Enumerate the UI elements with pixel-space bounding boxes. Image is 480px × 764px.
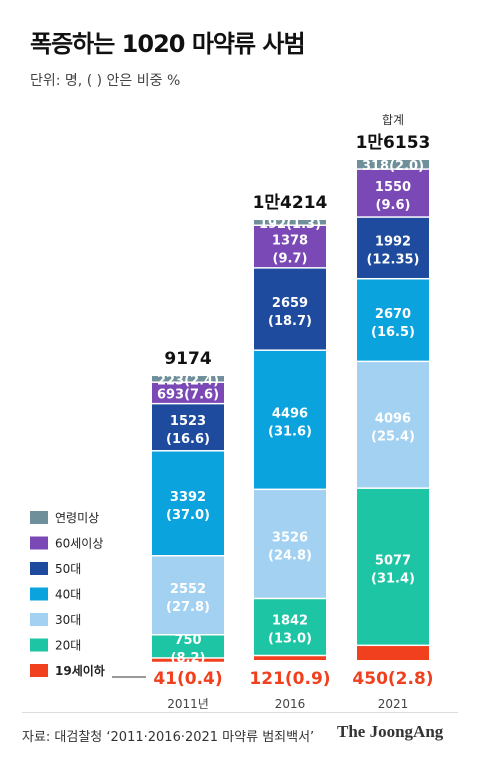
bar-segment-40대-2011년	[152, 451, 224, 556]
bar-segment-60세이상-2016	[254, 225, 326, 268]
legend-label-연령미상: 연령미상	[55, 511, 99, 525]
bar-segment-60세이상-2021	[357, 169, 429, 217]
total-label-2011년: 9174	[164, 349, 211, 369]
data-label-60세이상-2011년: 693(7.6)	[157, 388, 219, 403]
data-label-19세이하-2016: 121(0.9)	[249, 669, 330, 689]
bar-segment-50대-2016	[254, 268, 326, 350]
bar-segment-30대-2011년	[152, 556, 224, 635]
data-label-40대-2016: 4496	[272, 407, 308, 422]
bar-segment-50대-2011년	[152, 404, 224, 451]
data-label-20대-2011년: 750	[174, 633, 201, 648]
bar-segment-19세이하-2021	[357, 646, 429, 660]
data-label-pct-20대-2016: (13.0)	[268, 632, 312, 647]
legend-swatch-20대	[30, 638, 48, 652]
legend-label-20대: 20대	[55, 639, 81, 653]
bar-segment-30대-2021	[357, 362, 429, 488]
data-label-pct-40대-2011년: (37.0)	[166, 508, 210, 523]
legend-swatch-연령미상	[30, 511, 48, 524]
data-label-pct-20대-2021: (31.4)	[371, 571, 415, 586]
legend-label-50대: 50대	[55, 562, 81, 576]
bar-segment-60세이상-2011년	[152, 382, 224, 403]
bar-segment-20대-2011년	[152, 635, 224, 658]
data-label-50대-2016: 2659	[272, 296, 308, 311]
x-tick-label-2021: 2021	[378, 697, 409, 711]
data-label-pct-60세이상-2021: (9.6)	[376, 198, 411, 213]
data-label-20대-2016: 1842	[272, 614, 308, 629]
legend-swatch-19세이하	[30, 664, 48, 677]
data-label-pct-60세이상-2016: (9.7)	[273, 251, 308, 266]
bar-segment-19세이하-2016	[254, 656, 326, 660]
data-label-pct-30대-2011년: (27.8)	[166, 600, 210, 615]
chart-subtitle: 단위: 명, ( ) 안은 비중 %	[30, 73, 181, 89]
brand-logo: The JoongAng	[337, 722, 444, 741]
legend-swatch-60세이상	[30, 536, 48, 550]
x-tick-label-2011년: 2011년	[167, 697, 209, 711]
data-label-19세이하-2021: 450(2.8)	[352, 669, 433, 689]
bar-segment-19세이하-2011년	[152, 658, 224, 662]
data-label-60세이상-2016: 1378	[272, 233, 308, 248]
data-label-연령미상-2011년: 223(2.4)	[157, 373, 219, 388]
data-label-pct-50대-2021: (12.35)	[366, 253, 419, 268]
data-label-pct-20대-2011년: (8.2)	[171, 651, 206, 666]
legend-label-19세이하: 19세이하	[55, 663, 105, 678]
data-label-연령미상-2021: 318(2.0)	[362, 159, 424, 174]
legend-swatch-30대	[30, 613, 48, 626]
data-label-연령미상-2016: 192(1.3)	[259, 217, 321, 232]
data-label-pct-40대-2021: (16.5)	[371, 325, 415, 340]
bar-segment-30대-2016	[254, 490, 326, 598]
data-label-pct-30대-2016: (24.8)	[268, 549, 312, 564]
bar-segment-40대-2016	[254, 350, 326, 489]
data-label-40대-2011년: 3392	[170, 490, 206, 505]
data-label-60세이상-2021: 1550	[375, 180, 411, 195]
data-label-pct-50대-2016: (18.7)	[268, 314, 312, 329]
bar-segment-20대-2016	[254, 599, 326, 655]
source-note: 자료: 대검찰청 ‘2011·2016·2021 마약류 범죄백서’	[22, 730, 315, 745]
data-label-20대-2021: 5077	[375, 553, 411, 568]
data-label-pct-30대-2021: (25.4)	[371, 430, 415, 445]
data-label-pct-40대-2016: (31.6)	[268, 425, 312, 440]
data-label-50대-2011년: 1523	[170, 414, 206, 429]
legend-label-60세이상: 60세이상	[55, 537, 103, 551]
bar-segment-연령미상-2016	[254, 220, 326, 225]
data-label-30대-2021: 4096	[375, 412, 411, 427]
bar-segment-연령미상-2011년	[152, 376, 224, 382]
data-label-30대-2011년: 2552	[170, 582, 206, 597]
data-label-30대-2016: 3526	[272, 531, 308, 546]
total-label-2021: 1만6153	[356, 133, 431, 153]
chart-title: 폭증하는 1020 마약류 사범	[30, 30, 306, 58]
bar-segment-50대-2021	[357, 217, 429, 278]
legend-swatch-50대	[30, 562, 48, 575]
footer-divider	[22, 712, 458, 713]
data-label-19세이하-2011년: 41(0.4)	[153, 669, 222, 689]
bar-segment-40대-2021	[357, 279, 429, 361]
legend-label-40대: 40대	[55, 588, 81, 602]
legend-label-30대: 30대	[55, 613, 81, 627]
data-label-50대-2021: 1992	[375, 235, 411, 250]
bar-segment-연령미상-2021	[357, 160, 429, 169]
data-label-40대-2021: 2670	[375, 307, 411, 322]
total-caption-2021: 합계	[382, 113, 404, 127]
x-tick-label-2016: 2016	[275, 697, 306, 711]
data-label-pct-50대-2011년: (16.6)	[166, 432, 210, 447]
total-label-2016: 1만4214	[253, 193, 328, 213]
legend-swatch-40대	[30, 587, 48, 601]
bar-segment-20대-2021	[357, 488, 429, 645]
